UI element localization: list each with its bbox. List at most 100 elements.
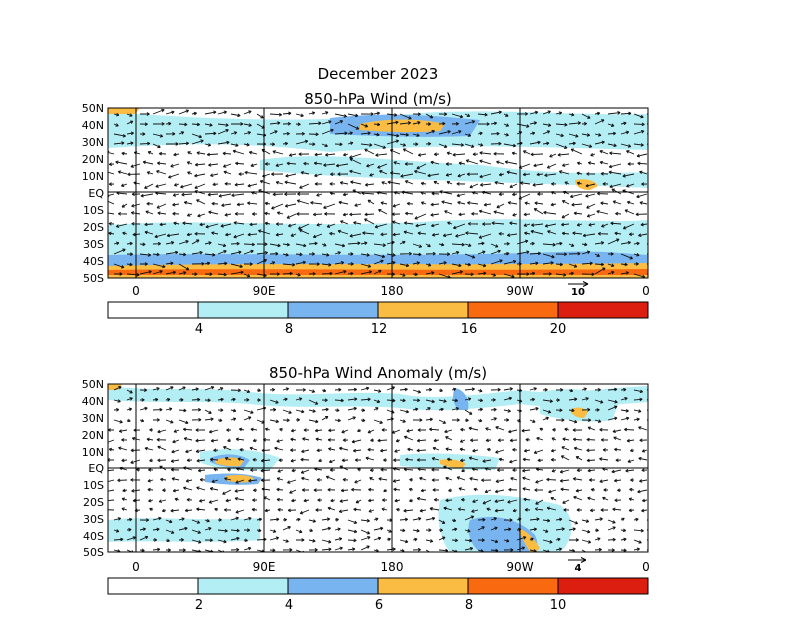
wind-vector-arrow <box>633 122 645 127</box>
wind-vector-arrow <box>507 499 518 504</box>
wind-vector-arrow <box>314 173 323 178</box>
wind-vector-arrow <box>563 508 570 512</box>
wind-vector-arrow <box>399 263 410 268</box>
wind-vector-arrow <box>460 427 466 432</box>
wind-vector-arrow <box>548 489 557 494</box>
wind-vector-arrow <box>612 429 622 434</box>
wind-vector-arrow <box>445 476 453 481</box>
wind-vector-arrow <box>199 222 206 227</box>
wind-vector-arrow <box>126 397 133 401</box>
wind-vector-arrow <box>299 509 310 515</box>
wind-vector-arrow <box>512 447 518 452</box>
wind-vector-arrow <box>406 201 414 206</box>
wind-vector-arrow <box>588 222 596 227</box>
wind-vector-arrow <box>459 447 466 452</box>
wind-vector-arrow <box>495 449 505 454</box>
wind-vector-arrow <box>550 202 557 207</box>
wind-vector-arrow <box>237 457 245 462</box>
wind-vector-arrow <box>172 193 180 197</box>
wind-vector-arrow <box>180 183 193 189</box>
wind-vector-arrow <box>329 231 336 236</box>
wind-vector-arrow <box>113 248 126 255</box>
wind-vector-arrow <box>473 487 479 492</box>
wind-vector-arrow <box>208 429 219 434</box>
wind-vector-arrow <box>620 537 627 542</box>
wind-vector-arrow <box>512 192 518 197</box>
wind-vector-arrow <box>539 427 544 432</box>
wind-vector-arrow <box>295 517 301 522</box>
wind-vector-arrow <box>586 172 596 176</box>
wind-vector-arrow <box>471 212 479 216</box>
wind-vector-arrow <box>607 252 614 256</box>
wind-vector-arrow <box>452 152 466 157</box>
wind-vector-arrow <box>551 437 557 441</box>
wind-vector-arrow <box>318 458 323 463</box>
wind-vector-arrow <box>287 508 297 513</box>
wind-vector-arrow <box>477 517 486 522</box>
wind-vector-arrow <box>289 489 297 494</box>
wind-vector-arrow <box>456 476 466 481</box>
wind-vector-arrow <box>223 445 232 451</box>
wind-vector-arrow <box>464 253 476 259</box>
wind-vector-arrow <box>152 241 161 246</box>
wind-vector-arrow <box>204 538 213 542</box>
wind-vector-arrow <box>529 387 537 391</box>
wind-vector-arrow <box>529 271 536 276</box>
wind-vector-arrow <box>113 141 125 145</box>
wind-vector-arrow <box>573 495 583 501</box>
wind-vector-arrow <box>625 468 635 473</box>
wind-vector-arrow <box>373 526 384 531</box>
wind-jet-core-pacific <box>360 119 445 133</box>
wind-vector-arrow <box>204 272 213 277</box>
wind-vector-arrow <box>230 270 244 275</box>
wind-vector-arrow <box>328 459 336 464</box>
wind-vector-arrow <box>321 253 330 257</box>
wind-vector-arrow <box>360 241 368 246</box>
wind-vector-arrow <box>503 538 510 543</box>
wind-vector-arrow <box>334 120 344 125</box>
wind-vector-arrow <box>561 231 570 236</box>
wind-vector-arrow <box>269 272 280 276</box>
wind-vector-arrow <box>249 222 258 227</box>
wind-vector-arrow <box>334 517 339 522</box>
wind-vector-arrow <box>387 180 401 185</box>
wind-vector-arrow <box>430 223 440 228</box>
wind-vector-arrow <box>352 448 362 453</box>
wind-vector-arrow <box>243 516 252 521</box>
wind-vector-arrow <box>468 426 479 431</box>
wind-vector-arrow <box>264 427 271 432</box>
wind-vector-arrow <box>639 438 648 443</box>
wind-vector-arrow <box>173 152 180 157</box>
wind-vector-arrow <box>503 132 509 137</box>
wind-vector-arrow <box>581 549 590 552</box>
wind-vector-arrow <box>542 518 551 523</box>
wind-vector-arrow <box>197 213 206 218</box>
wind-vector-arrow <box>542 539 553 544</box>
wind-vector-arrow <box>542 261 554 265</box>
wind-vector-arrow <box>321 388 327 393</box>
wind-vector-arrow <box>464 272 474 277</box>
wind-vector-arrow <box>633 547 640 552</box>
wind-vector-arrow <box>419 476 427 481</box>
wind-vector-arrow <box>458 161 466 166</box>
wind-vector-arrow <box>493 210 505 215</box>
wind-vector-arrow <box>269 251 279 256</box>
wind-vector-arrow <box>217 140 230 145</box>
wind-vector-arrow <box>184 508 193 513</box>
wind-vector-arrow <box>610 221 622 226</box>
wind-vector-arrow <box>194 231 206 236</box>
wind-vector-arrow <box>300 469 310 474</box>
wind-vector-arrow <box>334 131 348 136</box>
wind-vector-arrow <box>416 163 427 170</box>
wind-vector-arrow <box>490 131 500 136</box>
wind-vector-arrow <box>633 130 645 135</box>
wind-vector-arrow <box>248 150 258 155</box>
wind-vector-arrow <box>438 242 445 247</box>
wind-vector-arrow <box>303 498 310 503</box>
wind-vector-arrow <box>458 212 466 217</box>
wind-vector-arrow <box>113 241 120 246</box>
lat-label: 30S <box>83 513 104 526</box>
wind-vector-arrow <box>607 143 617 148</box>
wind-vector-arrow <box>185 449 193 454</box>
wind-vector-arrow <box>234 496 245 501</box>
